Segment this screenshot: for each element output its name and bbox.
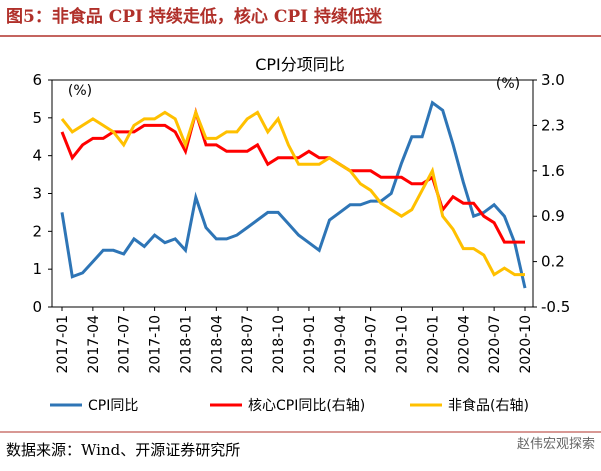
x-tick-label: 2019-07 [364, 315, 380, 374]
y2-tick-label: 2.3 [541, 116, 565, 134]
x-tick-label: 2018-04 [209, 315, 225, 374]
x-tick-label: 2020-10 [518, 315, 534, 374]
x-tick-label: 2020-07 [487, 315, 503, 374]
y2-axis-label: (%) [496, 76, 520, 92]
x-tick-label: 2020-04 [456, 315, 472, 374]
chart-title: CPI分项同比 [255, 55, 345, 74]
y2-tick-label: 3.0 [541, 71, 565, 89]
x-tick-label: 2017-01 [55, 315, 71, 374]
x-tick-label: 2020-01 [425, 315, 441, 374]
plot-frame [51, 79, 534, 308]
y-tick-label: 0 [32, 298, 42, 316]
y2-tick-label: -0.5 [541, 298, 570, 316]
x-tick-label: 2017-07 [117, 315, 133, 374]
y-tick-label: 2 [32, 222, 42, 240]
y-tick-label: 5 [32, 109, 42, 127]
x-tick-label: 2019-04 [333, 315, 349, 374]
y-axis-label: (%) [68, 83, 92, 99]
x-tick-label: 2017-10 [148, 315, 164, 374]
y-tick-label: 6 [32, 71, 42, 89]
y2-tick-label: 1.6 [541, 162, 565, 180]
legend-label: 非食品(右轴) [448, 397, 529, 414]
y2-tick-label: 0.2 [541, 253, 565, 271]
y-tick-label: 1 [32, 260, 42, 278]
watermark: 赵伟宏观探索 [517, 437, 595, 452]
x-tick-label: 2018-10 [271, 315, 287, 374]
x-tick-label: 2019-10 [395, 315, 411, 374]
series-line [60, 100, 527, 289]
x-tick-label: 2018-01 [178, 315, 194, 374]
y2-tick-label: 0.9 [541, 207, 565, 225]
x-tick-label: 2019-01 [302, 315, 318, 374]
x-tick-label: 2018-07 [240, 315, 256, 374]
series-line [60, 107, 525, 277]
figure-title: 图5：非食品 CPI 持续走低，核心 CPI 持续低迷 [6, 6, 383, 27]
y-tick-label: 3 [32, 185, 42, 203]
y-tick-label: 4 [32, 147, 42, 165]
source: 数据来源：Wind、开源证券研究所 [6, 441, 240, 459]
legend-label: CPI同比 [88, 398, 138, 414]
x-tick-label: 2017-04 [86, 315, 102, 374]
legend-label: 核心CPI同比(右轴) [248, 398, 365, 414]
